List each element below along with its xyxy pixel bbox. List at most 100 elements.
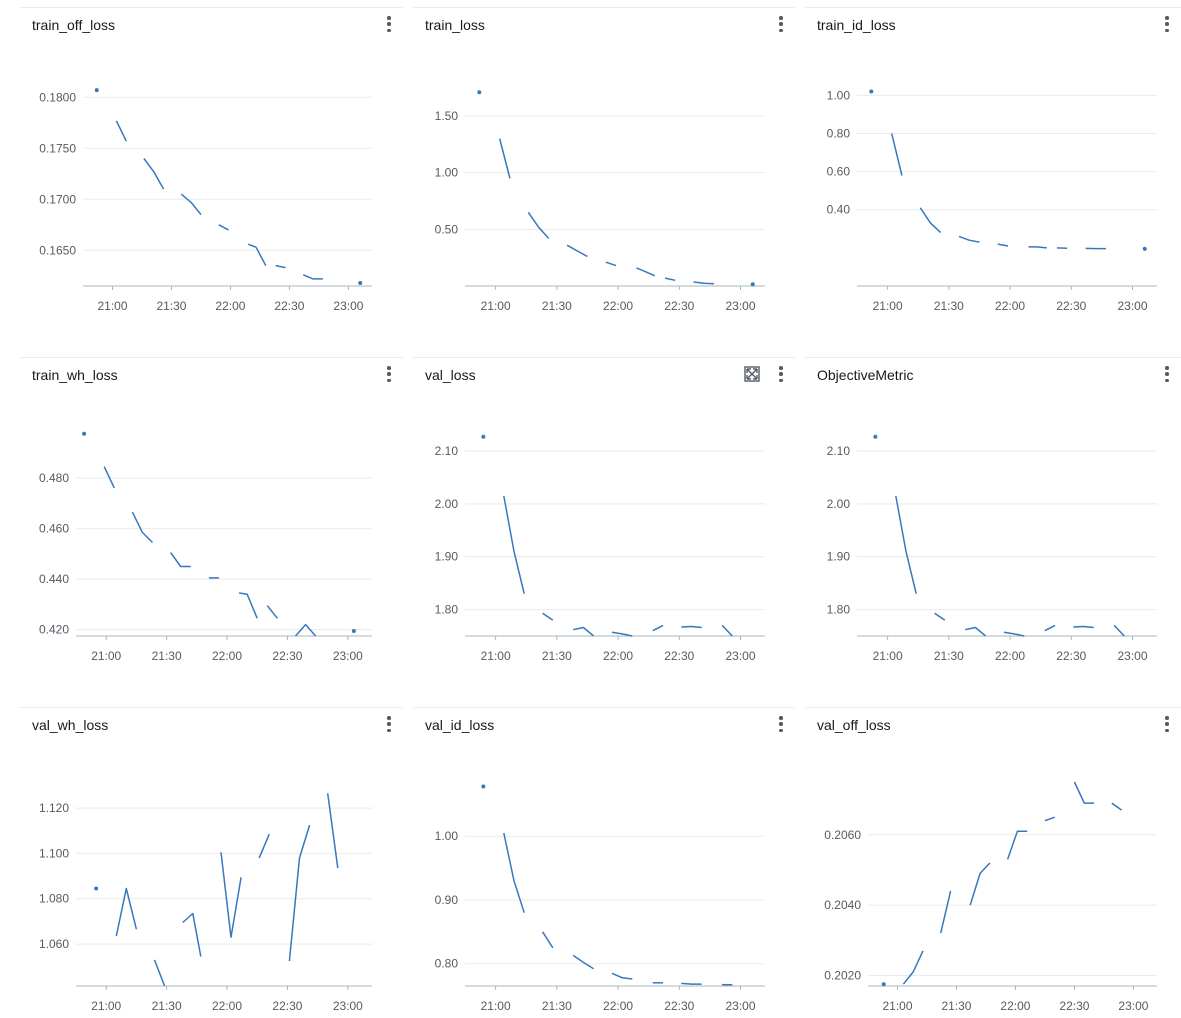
series-line-segment (665, 278, 675, 280)
x-tick-label: 23:00 (1118, 999, 1148, 1013)
x-tick-label: 22:30 (664, 299, 694, 313)
series-line-segment (636, 268, 654, 276)
x-tick-label: 23:00 (1117, 649, 1147, 663)
x-tick-label: 21:00 (873, 299, 903, 313)
series-line-segment (1045, 817, 1055, 821)
y-tick-label: 0.1700 (39, 192, 76, 206)
x-tick-label: 22:00 (995, 649, 1025, 663)
series-line-segment (303, 275, 323, 279)
series-line-segment (959, 236, 979, 242)
series-line-segment (296, 625, 316, 636)
data-point (94, 887, 98, 891)
series-line-segment (155, 960, 165, 986)
series-line-segment (504, 833, 524, 913)
data-point (95, 88, 99, 92)
series-line-segment (116, 121, 126, 141)
y-tick-label: 0.1800 (39, 90, 76, 104)
series-line-segment (681, 983, 701, 984)
y-tick-label: 0.460 (39, 522, 69, 536)
series-line-segment (259, 834, 269, 858)
series-line-segment (1074, 782, 1094, 803)
x-tick-label: 22:30 (272, 649, 302, 663)
x-tick-label: 21:00 (873, 649, 903, 663)
x-tick-label: 22:00 (215, 299, 245, 313)
y-tick-label: 0.60 (827, 165, 851, 179)
x-tick-label: 22:30 (664, 649, 694, 663)
y-tick-label: 0.420 (39, 623, 69, 637)
x-tick-label: 21:00 (481, 299, 511, 313)
series-line-segment (941, 891, 951, 933)
y-tick-label: 1.80 (435, 603, 459, 617)
x-tick-label: 22:00 (212, 649, 242, 663)
series-line-segment (573, 628, 593, 637)
y-tick-label: 1.00 (435, 166, 459, 180)
series-line-segment (681, 627, 701, 628)
series-line-segment (116, 889, 136, 937)
y-tick-label: 0.2040 (824, 898, 861, 912)
series-line-segment (289, 825, 309, 961)
x-tick-label: 23:00 (725, 999, 755, 1013)
y-tick-label: 1.80 (827, 603, 851, 617)
data-point (82, 432, 86, 436)
x-tick-label: 21:00 (97, 299, 127, 313)
y-tick-label: 1.060 (39, 937, 69, 951)
x-tick-label: 23:00 (333, 999, 363, 1013)
x-tick-label: 22:00 (212, 999, 242, 1013)
x-tick-label: 21:30 (542, 649, 572, 663)
y-tick-label: 0.1750 (39, 141, 76, 155)
series-line-segment (653, 625, 663, 630)
x-tick-label: 21:00 (91, 999, 121, 1013)
x-tick-label: 22:30 (1059, 999, 1089, 1013)
series-line-segment (1045, 625, 1055, 630)
series-line-segment (248, 244, 266, 265)
y-tick-label: 1.120 (39, 801, 69, 815)
y-tick-label: 0.80 (827, 126, 851, 140)
series-line-segment (543, 613, 553, 620)
series-line-segment (965, 628, 985, 637)
series-line-segment (722, 625, 732, 636)
data-point (477, 90, 481, 94)
y-tick-label: 0.50 (435, 222, 459, 236)
x-tick-label: 21:00 (481, 999, 511, 1013)
x-tick-label: 21:30 (542, 299, 572, 313)
series-line-segment (694, 282, 714, 284)
y-tick-label: 0.440 (39, 572, 69, 586)
data-point (751, 282, 755, 286)
data-point (1143, 247, 1147, 251)
y-tick-label: 1.90 (827, 550, 851, 564)
y-tick-label: 1.90 (435, 550, 459, 564)
y-tick-label: 0.480 (39, 471, 69, 485)
y-tick-label: 2.10 (827, 444, 851, 458)
y-tick-label: 0.2060 (824, 828, 861, 842)
series-line-segment (612, 973, 632, 979)
series-line-segment (1114, 625, 1124, 636)
y-tick-label: 2.10 (435, 444, 459, 458)
x-tick-label: 21:30 (934, 649, 964, 663)
x-tick-label: 21:30 (941, 999, 971, 1013)
y-tick-label: 1.00 (435, 829, 459, 843)
series-line-segment (183, 914, 201, 957)
data-point (882, 982, 886, 986)
x-tick-label: 22:30 (664, 999, 694, 1013)
x-tick-label: 22:30 (274, 299, 304, 313)
x-tick-label: 23:00 (1117, 299, 1147, 313)
x-tick-label: 21:00 (882, 999, 912, 1013)
series-line-segment (219, 225, 229, 230)
y-tick-label: 1.50 (435, 109, 459, 123)
data-point (873, 435, 877, 439)
data-point (358, 281, 362, 285)
series-line-segment (104, 467, 114, 489)
y-tick-label: 1.080 (39, 892, 69, 906)
series-line-segment (1112, 803, 1122, 810)
x-tick-label: 21:30 (934, 299, 964, 313)
